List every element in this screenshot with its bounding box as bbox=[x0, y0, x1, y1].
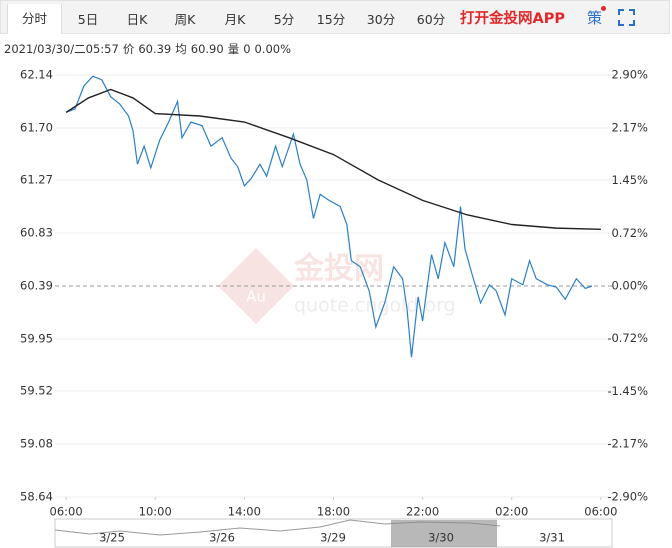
tab[interactable]: 30分 bbox=[366, 12, 396, 27]
y-tick-label: 59.52 bbox=[20, 383, 53, 397]
watermark-logo: Au bbox=[246, 288, 266, 306]
x-tick-label: 18:00 bbox=[317, 505, 350, 519]
tab[interactable]: 15分 bbox=[316, 12, 346, 27]
tab-bar: 分时 5日 日K 周K 月K 5分 15分 30分 60分 bbox=[0, 0, 670, 34]
info-avg-label: 均 bbox=[175, 42, 187, 56]
notice-dot bbox=[601, 6, 606, 11]
plot: 62.14 61.70 61.27 60.83 60.39 59.95 59.52 59.08… bbox=[20, 68, 648, 519]
navigator-date: 3/25 bbox=[99, 531, 125, 545]
y-tick-label: 62.14 bbox=[20, 68, 53, 82]
y-tick-label: 60.39 bbox=[20, 279, 53, 293]
y-tick-label: 61.27 bbox=[20, 172, 53, 186]
y2-tick-label: 0.00% bbox=[611, 279, 648, 293]
series-line bbox=[65, 75, 593, 358]
y-tick-label: 59.08 bbox=[20, 436, 53, 450]
info-volume: 0 bbox=[243, 42, 251, 56]
app-link[interactable]: 打开金投网APP bbox=[460, 11, 565, 27]
navigator-date: 3/31 bbox=[539, 531, 565, 545]
navigator-date: 3/30 bbox=[428, 531, 454, 545]
navigator bbox=[54, 518, 613, 548]
x-tick-label: 06:00 bbox=[50, 505, 83, 519]
y2-tick-label: -1.45% bbox=[607, 384, 648, 398]
info-price: 60.39 bbox=[138, 42, 172, 56]
fullscreen-icon[interactable] bbox=[618, 9, 635, 26]
y2-tick-label: 2.90% bbox=[611, 68, 648, 82]
tab[interactable]: 60分 bbox=[416, 12, 446, 27]
y2-tick-label: 1.45% bbox=[611, 173, 648, 187]
navigator-date: 3/26 bbox=[209, 531, 235, 545]
y2-tick-label: 0.72% bbox=[611, 226, 648, 240]
info-line: 2021/03/30/二05:57 价 60.39 均 60.90 量 0 0.00% bbox=[4, 41, 295, 57]
info-datetime: 2021/03/30/二05:57 bbox=[4, 42, 119, 56]
x-tick-label: 22:00 bbox=[406, 505, 439, 519]
y-tick-label: 60.83 bbox=[20, 225, 53, 239]
tab[interactable]: 5分 bbox=[273, 12, 295, 27]
info-avg: 60.90 bbox=[190, 42, 224, 56]
x-tick-label: 06:00 bbox=[584, 505, 617, 519]
watermark: Au 金投网 quote.cngold.org bbox=[218, 248, 456, 324]
y2-tick-label: -2.90% bbox=[607, 490, 648, 504]
strategy-button[interactable]: 策 bbox=[587, 9, 603, 27]
tab[interactable]: 分时 bbox=[7, 4, 63, 34]
info-change: 0.00% bbox=[254, 42, 292, 56]
y-tick-label: 61.70 bbox=[20, 121, 53, 135]
watermark-brand: 金投网 bbox=[293, 252, 384, 287]
tab[interactable]: 月K bbox=[224, 12, 246, 27]
y2-tick-label: -0.72% bbox=[607, 331, 648, 345]
navigator-date: 3/29 bbox=[320, 531, 346, 545]
tab[interactable]: 5日 bbox=[77, 12, 99, 27]
watermark-url: quote.cngold.org bbox=[294, 295, 456, 317]
tab[interactable]: 日K bbox=[126, 12, 148, 27]
x-tick-label: 10:00 bbox=[139, 505, 172, 519]
series-line bbox=[65, 88, 601, 231]
tab[interactable]: 周K bbox=[174, 12, 196, 27]
info-price-label: 价 bbox=[122, 42, 135, 56]
info-volume-label: 量 bbox=[227, 42, 240, 56]
y2-tick-label: 2.17% bbox=[611, 121, 648, 135]
y2-tick-label: -2.17% bbox=[607, 436, 648, 450]
y-tick-label: 59.95 bbox=[20, 332, 53, 346]
navigator-window[interactable] bbox=[391, 520, 497, 547]
x-tick-label: 14:00 bbox=[228, 505, 261, 519]
x-tick-label: 02:00 bbox=[495, 505, 528, 519]
y-tick-label: 58.64 bbox=[20, 490, 53, 504]
